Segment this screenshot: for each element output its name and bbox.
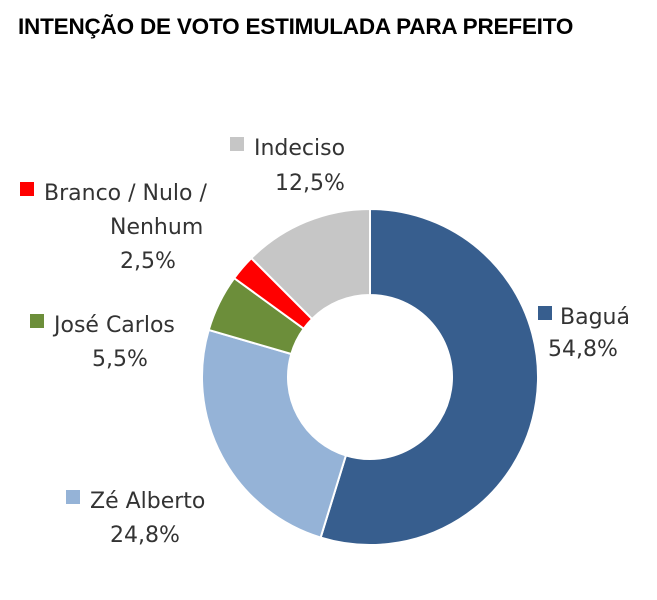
slice-bagua <box>319 207 539 546</box>
legend-marker-jose-carlos <box>30 314 44 328</box>
name-label-bagua: Baguá <box>560 305 630 330</box>
legend-marker-branco-nulo-nenhum <box>20 182 34 196</box>
donut-slices <box>201 207 539 546</box>
name-label-indeciso: Indeciso <box>254 136 345 161</box>
legend-marker-bagua <box>538 306 552 320</box>
name-label-jose-carlos: José Carlos <box>52 313 175 338</box>
slice-labels: Baguá 54,8% Zé Alberto 24,8% José Carlos 5,5%… <box>20 136 630 548</box>
chart-title: INTENÇÃO DE VOTO ESTIMULADA PARA PREFEIT… <box>18 14 574 39</box>
value-label-ze-alberto: 24,8% <box>110 523 180 548</box>
name-label-branco-nulo-nenhum-line-1: Branco / Nulo / <box>44 181 207 206</box>
value-label-indeciso: 12,5% <box>275 171 345 196</box>
value-label-bagua: 54,8% <box>548 337 618 362</box>
value-label-jose-carlos: 5,5% <box>92 347 148 372</box>
legend-marker-ze-alberto <box>66 490 80 504</box>
slice-indeciso <box>249 207 371 321</box>
name-label-branco-nulo-nenhum-line-2: Nenhum <box>110 215 203 240</box>
value-label-branco-nulo-nenhum: 2,5% <box>120 249 176 274</box>
name-label-ze-alberto: Zé Alberto <box>90 489 205 514</box>
slice-ze-alberto <box>201 328 348 539</box>
legend-marker-indeciso <box>230 137 244 151</box>
